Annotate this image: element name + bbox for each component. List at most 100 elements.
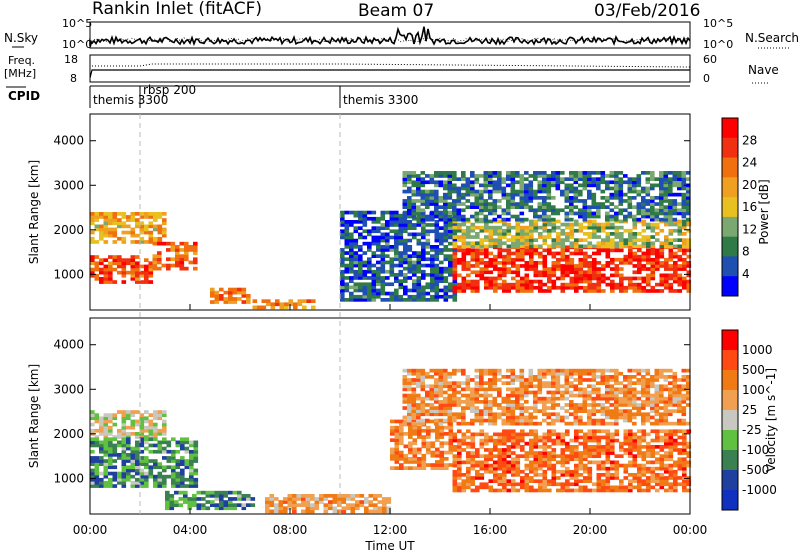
heatmap-cell <box>681 406 687 410</box>
heatmap-cell <box>641 457 647 462</box>
heatmap-cell <box>407 412 412 417</box>
heatmap-cell <box>475 451 480 455</box>
heatmap-cell <box>556 285 561 290</box>
heatmap-cell <box>623 228 629 233</box>
heatmap-cell <box>144 270 149 275</box>
heatmap-cell <box>596 393 601 398</box>
heatmap-cell <box>672 384 678 389</box>
heatmap-cell <box>349 223 354 227</box>
noise-strip-frame <box>89 21 691 49</box>
heatmap-cell <box>582 211 588 216</box>
heatmap-cell <box>461 448 467 452</box>
heatmap-cell <box>214 490 220 495</box>
heatmap-cell <box>542 282 548 287</box>
heatmap-cell <box>502 488 507 493</box>
heatmap-cell <box>646 238 651 242</box>
heatmap-cell <box>439 460 445 464</box>
heatmap-cell <box>673 276 678 281</box>
heatmap-cell <box>659 435 665 440</box>
heatmap-cell <box>112 212 118 216</box>
heatmap-cell <box>578 248 584 253</box>
heatmap-cell <box>112 471 118 476</box>
heatmap-cell <box>519 378 525 382</box>
heatmap-cell <box>479 393 484 398</box>
heatmap-cell <box>592 267 597 271</box>
heatmap-cell <box>646 454 651 458</box>
heatmap-cell <box>650 460 656 465</box>
heatmap-cell <box>148 261 154 266</box>
heatmap-cell <box>90 437 95 442</box>
heatmap-cell <box>103 428 109 433</box>
heatmap-cell <box>677 225 683 230</box>
heatmap-cell <box>573 196 579 200</box>
heatmap-cell <box>510 406 516 410</box>
heatmap-cell <box>569 270 575 275</box>
heatmap-cell <box>417 450 422 455</box>
heatmap-cell <box>488 261 494 265</box>
heatmap-cell <box>636 409 642 413</box>
heatmap-cell <box>668 476 674 480</box>
heatmap-cell <box>578 244 584 249</box>
heatmap-cell <box>426 425 431 430</box>
heatmap-cell <box>126 459 131 463</box>
heatmap-cell <box>456 381 462 385</box>
heatmap-cell <box>663 211 669 216</box>
heatmap-cell <box>627 177 633 181</box>
heatmap-cell <box>425 282 431 287</box>
heatmap-cell <box>682 219 687 224</box>
heatmap-cell <box>483 214 489 219</box>
heatmap-cell <box>349 220 354 224</box>
heatmap-cell <box>358 220 363 224</box>
heatmap-cell <box>448 438 454 442</box>
heatmap-cell <box>126 477 131 482</box>
heatmap-cell <box>560 228 566 233</box>
heatmap-cell <box>269 509 275 514</box>
heatmap-cell <box>488 238 494 242</box>
heatmap-cell <box>682 457 687 462</box>
heatmap-cell <box>573 403 579 407</box>
heatmap-cell <box>502 463 507 468</box>
heatmap-cell <box>466 261 471 265</box>
heatmap-cell <box>501 421 507 426</box>
x-tick-label: 20:00 <box>573 523 608 537</box>
heatmap-cell <box>524 196 529 200</box>
heatmap-cell <box>578 460 584 465</box>
heatmap-cell <box>533 403 538 407</box>
heatmap-cell <box>479 238 485 242</box>
heatmap-cell <box>425 273 431 277</box>
heatmap-cell <box>682 267 687 271</box>
heatmap-cell <box>645 214 651 219</box>
heatmap-cell <box>664 276 669 281</box>
heatmap-cell <box>470 454 476 458</box>
heatmap-cell <box>524 183 529 188</box>
heatmap-cell <box>551 438 557 443</box>
heatmap-cell <box>686 238 692 242</box>
heatmap-cell <box>636 368 642 373</box>
heatmap-cell <box>515 202 520 206</box>
heatmap-cell <box>382 509 387 514</box>
heatmap-cell <box>103 465 109 470</box>
heatmap-cell <box>592 276 597 281</box>
heatmap-cell <box>502 248 507 253</box>
heatmap-cell <box>443 288 449 293</box>
heatmap-cell <box>483 174 489 178</box>
heatmap-cell <box>402 387 408 392</box>
heatmap-cell <box>492 400 498 404</box>
heatmap-cell <box>578 488 584 493</box>
heatmap-cell <box>623 448 629 452</box>
heatmap-cell <box>135 440 140 445</box>
heatmap-cell <box>189 443 194 448</box>
heatmap-cell <box>646 248 651 253</box>
heatmap-cell <box>412 447 418 452</box>
heatmap-cell <box>583 485 588 490</box>
heatmap-cell <box>153 459 158 463</box>
heatmap-cell <box>447 214 453 219</box>
heatmap-cell <box>386 497 392 501</box>
heatmap-cell <box>439 226 444 230</box>
heatmap-cell <box>542 261 548 265</box>
heatmap-cell <box>488 406 493 410</box>
heatmap-cell <box>420 189 426 194</box>
heatmap-cell <box>569 217 574 222</box>
heatmap-cell <box>139 264 145 269</box>
heatmap-cell <box>153 425 158 430</box>
